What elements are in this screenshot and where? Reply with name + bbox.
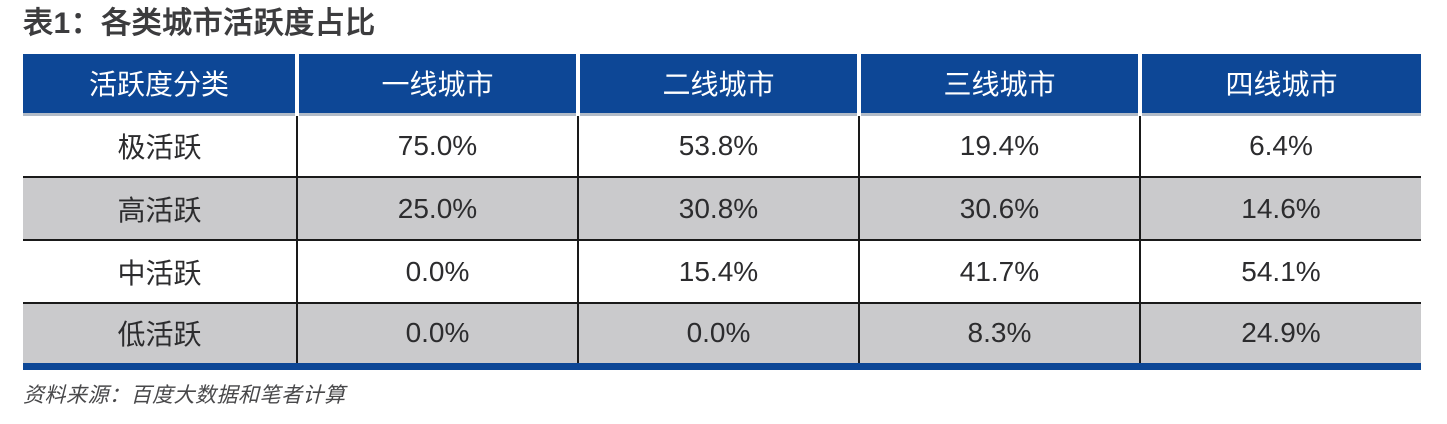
cell-value: 0.0% <box>296 302 578 366</box>
column-header-tier3-cities: 三线城市 <box>856 54 1140 116</box>
cell-value: 54.1% <box>1138 239 1421 303</box>
column-header-category: 活跃度分类 <box>23 54 297 116</box>
cell-value: 41.7% <box>857 239 1140 303</box>
cell-value: 8.3% <box>857 302 1140 366</box>
row-label: 极活跃 <box>23 114 297 177</box>
cell-value: 30.8% <box>576 176 859 240</box>
activity-table: 活跃度分类 一线城市 二线城市 三线城市 四线城市 极活跃 75.0% 53.8… <box>23 54 1421 370</box>
column-header-tier1-cities: 一线城市 <box>295 54 578 116</box>
cell-value: 24.9% <box>1138 302 1421 366</box>
cell-value: 53.8% <box>576 114 859 177</box>
cell-value: 0.0% <box>296 239 578 303</box>
table-row-medium-active: 中活跃 0.0% 15.4% 41.7% 54.1% <box>23 239 1421 303</box>
cell-value: 75.0% <box>296 114 578 177</box>
row-label: 高活跃 <box>23 176 297 240</box>
report-table-figure: 表1：各类城市活跃度占比 活跃度分类 一线城市 二线城市 三线城市 四线城市 极… <box>23 7 1421 407</box>
row-label: 中活跃 <box>23 239 297 303</box>
cell-value: 14.6% <box>1138 176 1421 240</box>
table-row-extremely-active: 极活跃 75.0% 53.8% 19.4% 6.4% <box>23 114 1421 177</box>
table-row-highly-active: 高活跃 25.0% 30.8% 30.6% 14.6% <box>23 176 1421 240</box>
source-note: 资料来源：百度大数据和笔者计算 <box>23 383 346 407</box>
cell-value: 15.4% <box>576 239 859 303</box>
cell-value: 6.4% <box>1138 114 1421 177</box>
column-header-tier4-cities: 四线城市 <box>1137 54 1421 116</box>
column-header-tier2-cities: 二线城市 <box>575 54 859 116</box>
cell-value: 25.0% <box>296 176 578 240</box>
table-header-row: 活跃度分类 一线城市 二线城市 三线城市 四线城市 <box>23 54 1421 116</box>
table-row-low-active: 低活跃 0.0% 0.0% 8.3% 24.9% <box>23 302 1421 366</box>
row-label: 低活跃 <box>23 302 297 366</box>
table-title: 表1：各类城市活跃度占比 <box>23 7 376 40</box>
cell-value: 19.4% <box>857 114 1140 177</box>
cell-value: 30.6% <box>857 176 1140 240</box>
cell-value: 0.0% <box>576 302 859 366</box>
